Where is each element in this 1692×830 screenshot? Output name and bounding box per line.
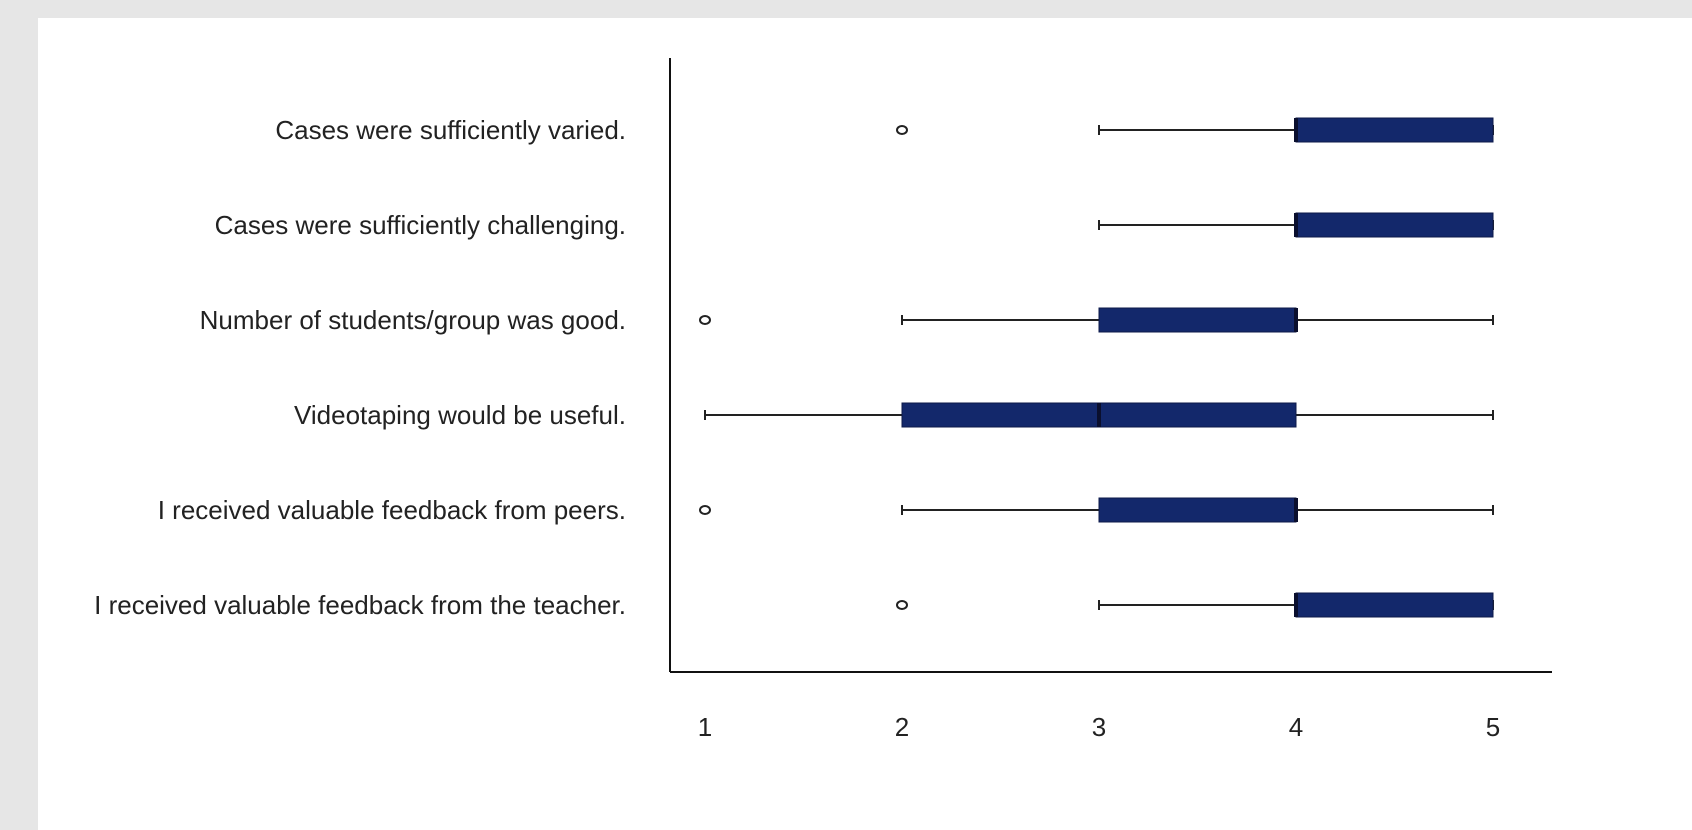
box-group: [896, 592, 1494, 618]
iqr-box: [1295, 592, 1494, 618]
iqr-box: [1295, 117, 1494, 143]
axes: [669, 58, 1552, 673]
chart-panel: Cases were sufficiently varied. Cases wer…: [38, 18, 1692, 830]
box-group: [699, 307, 1494, 333]
outlier-point: [699, 505, 711, 515]
x-tick-label: 2: [895, 712, 909, 742]
outlier-point: [896, 125, 908, 135]
category-label: I received valuable feedback from peers.: [158, 495, 626, 525]
x-tick-label: 4: [1289, 712, 1303, 742]
category-label: Cases were sufficiently challenging.: [215, 210, 626, 240]
boxplot-chart: Cases were sufficiently varied. Cases wer…: [94, 58, 1552, 742]
category-label: I received valuable feedback from the te…: [94, 590, 626, 620]
iqr-box: [1098, 307, 1297, 333]
x-tick-label: 3: [1092, 712, 1106, 742]
box-group: [1098, 212, 1494, 238]
x-tick-label: 1: [698, 712, 712, 742]
box-group: [699, 497, 1494, 523]
category-label: Cases were sufficiently varied.: [275, 115, 626, 145]
outlier-point: [896, 600, 908, 610]
iqr-box: [1295, 212, 1494, 238]
box-group: [896, 117, 1494, 143]
category-labels: Cases were sufficiently varied. Cases wer…: [94, 115, 626, 620]
x-tick-label: 5: [1486, 712, 1500, 742]
boxes: [699, 117, 1494, 618]
outlier-point: [699, 315, 711, 325]
category-label: Number of students/group was good.: [200, 305, 626, 335]
box-group: [704, 402, 1494, 428]
iqr-box: [1098, 497, 1297, 523]
x-tick-labels: 1 2 3 4 5: [698, 712, 1500, 742]
category-label: Videotaping would be useful.: [294, 400, 626, 430]
